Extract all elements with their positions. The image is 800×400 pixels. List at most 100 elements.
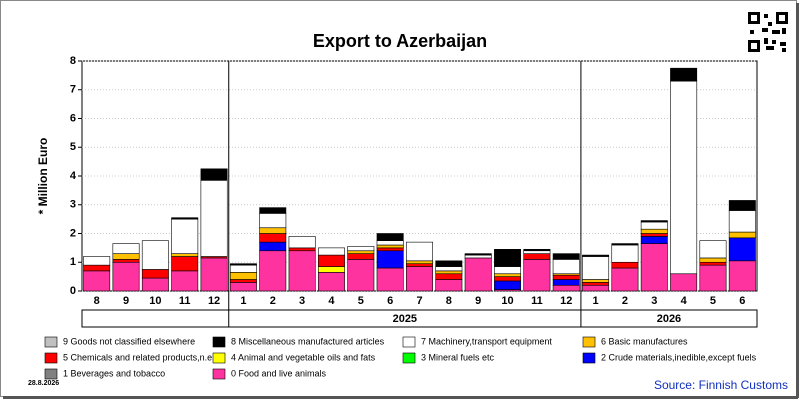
x-tick-label: 9 bbox=[123, 295, 129, 307]
legend-swatch bbox=[582, 336, 596, 348]
bar-segment bbox=[229, 282, 257, 292]
x-tick-label: 7 bbox=[416, 295, 422, 307]
x-tick-label: 10 bbox=[501, 295, 513, 307]
bar-segment bbox=[728, 260, 756, 292]
bar-segment bbox=[728, 237, 756, 262]
bar-segment bbox=[376, 247, 404, 252]
y-tick-label: 3 bbox=[70, 199, 76, 211]
bar-segment bbox=[406, 241, 433, 262]
bar-segment bbox=[435, 266, 463, 272]
legend-label: 9 Goods not classified elsewhere bbox=[63, 336, 195, 346]
bar-segment bbox=[611, 243, 639, 246]
legend-swatch bbox=[44, 336, 58, 348]
bar-segment bbox=[347, 259, 375, 292]
bar-segment bbox=[141, 277, 169, 292]
bar-segment bbox=[376, 233, 404, 241]
bar-segment bbox=[582, 284, 610, 292]
bar-segment bbox=[317, 266, 345, 273]
x-tick-label: 8 bbox=[446, 295, 452, 307]
bar-segment bbox=[640, 233, 668, 237]
x-tick-label: 6 bbox=[739, 295, 745, 307]
bar-segment bbox=[464, 257, 492, 292]
x-tick-label: 3 bbox=[299, 295, 305, 307]
bar-segment bbox=[494, 249, 522, 267]
bar-segment bbox=[229, 263, 257, 266]
x-tick-label: 1 bbox=[240, 295, 246, 307]
year-row bbox=[81, 309, 758, 328]
bar-segment bbox=[640, 220, 668, 223]
bar-segment bbox=[582, 256, 610, 280]
bar-segment bbox=[728, 231, 756, 239]
bar-segment bbox=[728, 200, 756, 211]
bar-segment bbox=[523, 253, 551, 260]
bar-segment bbox=[200, 168, 228, 181]
date: 28.8.2026 bbox=[28, 380, 59, 387]
bar-segment bbox=[229, 264, 257, 273]
bar-segment bbox=[317, 247, 345, 256]
bar-segment bbox=[141, 240, 169, 270]
legend-label: 1 Beverages and tobacco bbox=[63, 368, 165, 378]
x-tick-label: 11 bbox=[531, 295, 543, 307]
x-tick-label: 2 bbox=[270, 295, 276, 307]
x-tick-label: 12 bbox=[208, 295, 220, 307]
y-tick-label: 4 bbox=[70, 170, 77, 182]
x-tick-label: 5 bbox=[358, 295, 364, 307]
legend-label: 8 Miscellaneous manufactured articles bbox=[231, 336, 385, 346]
bar-segment bbox=[259, 233, 287, 243]
bar-segment bbox=[670, 80, 698, 275]
bar-segment bbox=[494, 280, 522, 290]
bar-segment bbox=[611, 244, 639, 263]
y-axis-label: * Million Euro bbox=[36, 138, 50, 215]
legend-swatch bbox=[212, 368, 226, 380]
x-tick-label: 9 bbox=[475, 295, 481, 307]
bar-segment bbox=[288, 236, 316, 249]
bar-segment bbox=[229, 279, 257, 283]
legend-swatch bbox=[402, 352, 416, 364]
bar-segment bbox=[288, 247, 316, 252]
bar-segment bbox=[582, 254, 610, 257]
bar-segment bbox=[640, 243, 668, 292]
bar-segment bbox=[259, 250, 287, 292]
y-tick-label: 0 bbox=[70, 285, 76, 297]
bar-segment bbox=[523, 259, 551, 292]
bar-segment bbox=[611, 267, 639, 292]
legend-swatch bbox=[212, 352, 226, 364]
x-tick-label: 11 bbox=[179, 295, 191, 307]
bar-segment bbox=[347, 253, 375, 260]
bar-segment bbox=[347, 246, 375, 252]
x-tick-label: 3 bbox=[651, 295, 657, 307]
bar-segment bbox=[640, 236, 668, 244]
bar-segment bbox=[494, 273, 522, 277]
bar-segment bbox=[464, 253, 492, 256]
source: Source: Finnish Customs bbox=[654, 378, 788, 392]
legend-swatch bbox=[402, 336, 416, 348]
legend-label: 4 Animal and vegetable oils and fats bbox=[231, 352, 376, 362]
bar-segment bbox=[552, 253, 580, 260]
bar-segment bbox=[171, 218, 199, 254]
bar-segment bbox=[83, 256, 111, 266]
bar-segment bbox=[699, 240, 727, 259]
bar-segment bbox=[171, 217, 199, 220]
bar-segment bbox=[112, 261, 140, 292]
y-tick-label: 1 bbox=[70, 256, 76, 268]
bar-segment bbox=[728, 210, 756, 233]
bar-segment bbox=[317, 272, 345, 292]
bar-segment bbox=[435, 260, 463, 267]
bar-segment bbox=[288, 250, 316, 292]
bar-segment bbox=[640, 221, 668, 230]
x-tick-label: 12 bbox=[560, 295, 572, 307]
y-tick-label: 7 bbox=[70, 84, 76, 96]
bar-segment bbox=[582, 282, 610, 286]
bar-segment bbox=[670, 273, 698, 292]
bar-segment bbox=[112, 253, 140, 260]
legend-label: 0 Food and live animals bbox=[231, 368, 327, 378]
bar-segment bbox=[552, 259, 580, 275]
bar-segment bbox=[552, 284, 580, 292]
chart-title: Export to Azerbaijan bbox=[313, 31, 487, 51]
bar-segment bbox=[611, 261, 639, 269]
bar-segment bbox=[83, 264, 111, 272]
bar-segment bbox=[171, 253, 199, 257]
bar-segment bbox=[259, 241, 287, 252]
bar-segment bbox=[552, 274, 580, 280]
